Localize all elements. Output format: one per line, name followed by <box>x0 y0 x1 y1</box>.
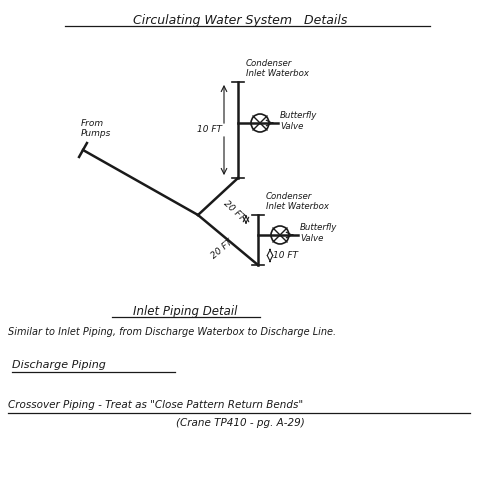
Text: Butterfly
Valve: Butterfly Valve <box>279 111 317 131</box>
Text: Discharge Piping: Discharge Piping <box>12 360 106 370</box>
Text: 10 FT: 10 FT <box>197 125 222 135</box>
Text: 20 FT: 20 FT <box>210 238 234 261</box>
Text: Circulating Water System   Details: Circulating Water System Details <box>132 14 347 27</box>
Text: From
Pumps: From Pumps <box>81 119 111 138</box>
Text: Butterfly
Valve: Butterfly Valve <box>300 223 336 243</box>
Text: (Crane TP410 - pg. A-29): (Crane TP410 - pg. A-29) <box>175 418 304 428</box>
Text: Crossover Piping - Treat as "Close Pattern Return Bends": Crossover Piping - Treat as "Close Patte… <box>8 400 302 410</box>
Text: 10 FT: 10 FT <box>273 251 298 260</box>
Text: Similar to Inlet Piping, from Discharge Waterbox to Discharge Line.: Similar to Inlet Piping, from Discharge … <box>8 327 336 337</box>
Text: 20 FT: 20 FT <box>222 198 246 222</box>
Text: Condenser
Inlet Waterbox: Condenser Inlet Waterbox <box>265 192 328 211</box>
Text: Inlet Piping Detail: Inlet Piping Detail <box>132 305 237 318</box>
Text: Condenser
Inlet Waterbox: Condenser Inlet Waterbox <box>245 58 308 78</box>
